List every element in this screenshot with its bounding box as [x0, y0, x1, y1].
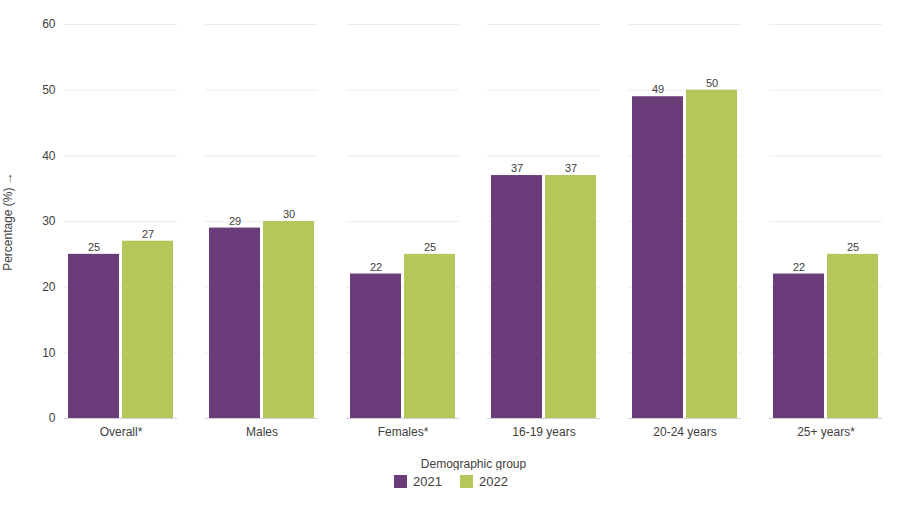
svg-text:Females*: Females* — [378, 425, 429, 439]
svg-text:27: 27 — [142, 228, 154, 240]
svg-text:25+ years*: 25+ years* — [797, 425, 855, 439]
svg-text:10: 10 — [42, 346, 56, 360]
html-text:2022: 2022 — [479, 474, 508, 489]
svg-text:25: 25 — [88, 241, 100, 253]
svg-text:25: 25 — [847, 241, 859, 253]
svg-text:30: 30 — [283, 208, 295, 220]
svg-text:50: 50 — [706, 77, 718, 89]
svg-text:37: 37 — [511, 162, 523, 174]
html-text:2021: 2021 — [413, 474, 442, 489]
svg-text:30: 30 — [42, 214, 56, 228]
svg-text:40: 40 — [42, 149, 56, 163]
svg-text:22: 22 — [370, 261, 382, 273]
svg-text:37: 37 — [565, 162, 577, 174]
svg-text:20-24 years: 20-24 years — [653, 425, 716, 439]
svg-text:20: 20 — [42, 280, 56, 294]
svg-text:Males: Males — [246, 425, 278, 439]
svg-text:16-19 years: 16-19 years — [512, 425, 575, 439]
svg-text:0: 0 — [49, 411, 56, 425]
svg-text:60: 60 — [42, 17, 56, 31]
svg-text:25: 25 — [424, 241, 436, 253]
svg-text:49: 49 — [652, 83, 664, 95]
svg-text:Demographic group: Demographic group — [421, 457, 527, 471]
svg-text:29: 29 — [229, 215, 241, 227]
svg-text:Percentage (%) →: Percentage (%) → — [1, 172, 15, 271]
svg-text:50: 50 — [42, 83, 56, 97]
svg-text:22: 22 — [793, 261, 805, 273]
svg-text:Overall*: Overall* — [100, 425, 143, 439]
